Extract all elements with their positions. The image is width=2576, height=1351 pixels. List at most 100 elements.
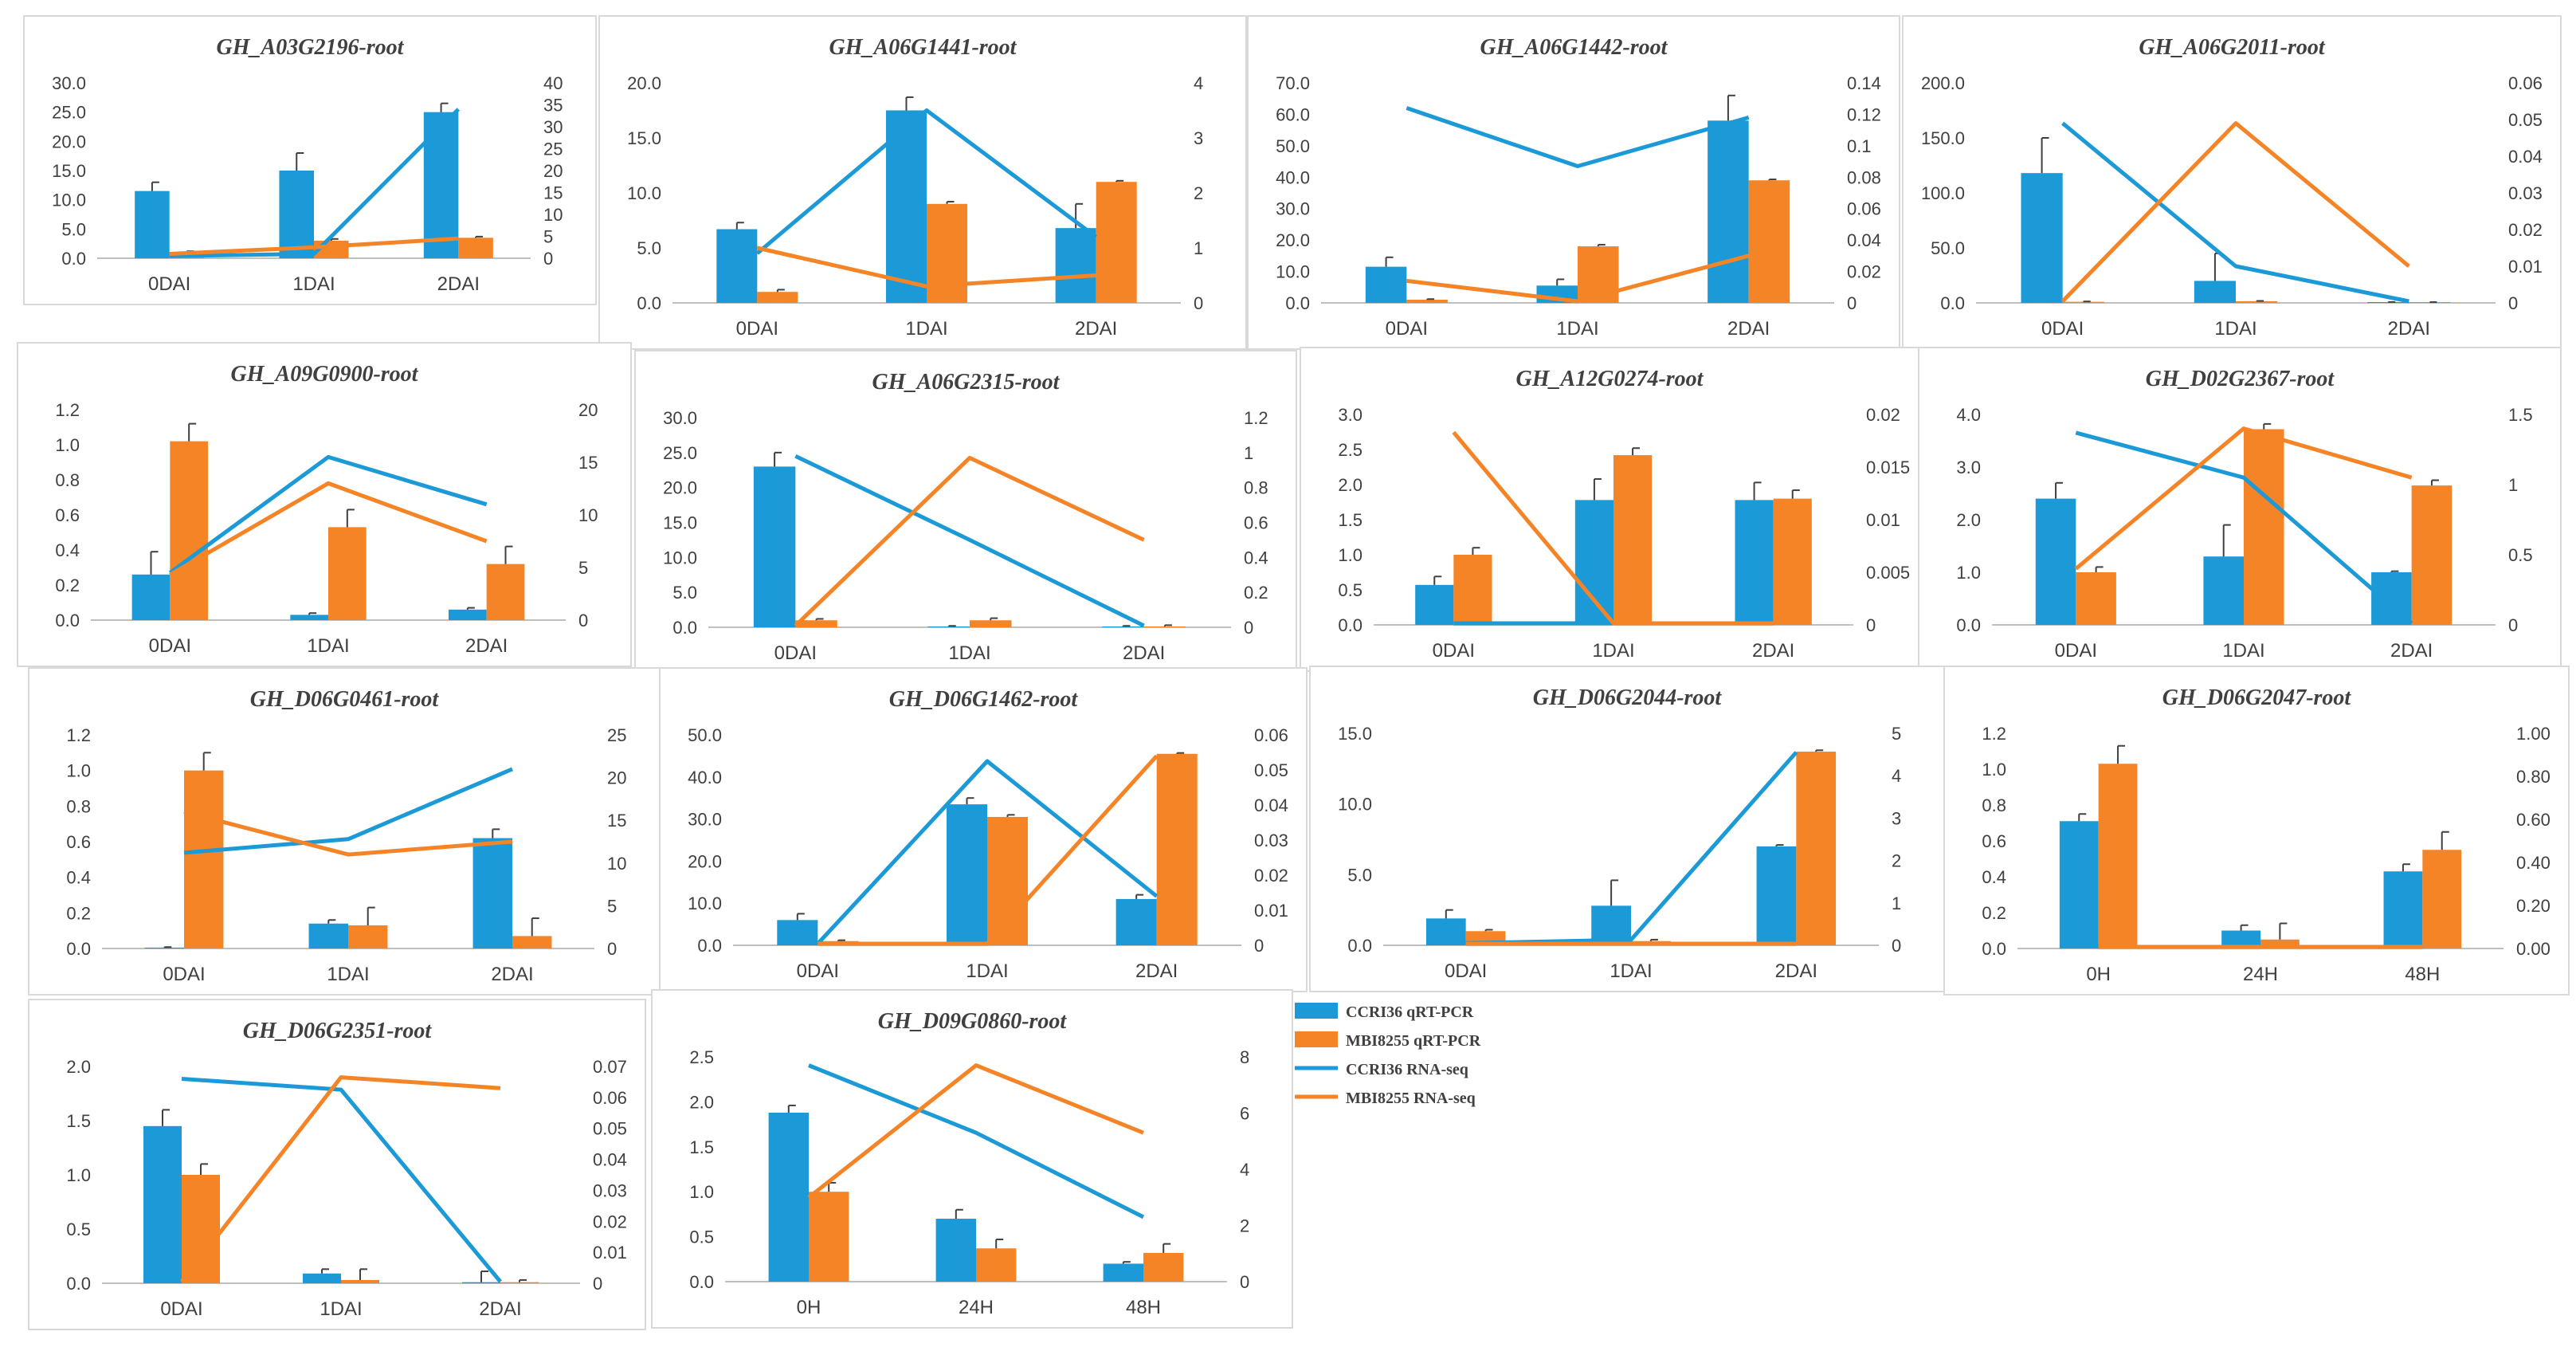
bar-mbi8255-qrtpcr [1143,1252,1184,1282]
bar-mbi8255-qrtpcr [341,1279,379,1283]
y-tick-label: 10.0 [1276,262,1310,282]
bar-ccri36-qrtpcr [2203,556,2244,625]
chart-panel: GH_D06G2047-root 0.0 0.2 0.4 0.6 0.8 1.0 1.2 0.0… [1943,666,2570,996]
chart-title: GH_D06G2044-root [1533,685,1723,710]
y2-tick-label: 10 [607,854,626,874]
y-tick-label: 2.0 [66,1057,91,1077]
y2-tick-label: 5 [578,558,588,578]
y-tick-label: 1.0 [1338,545,1362,565]
y2-tick-label: 8 [1240,1047,1249,1067]
line-ccri36-rnaseq [794,454,1145,628]
y2-tick-label: 0.06 [593,1088,627,1108]
y-tick-label: 0.8 [55,470,80,490]
line-mbi8255-rnaseq [169,481,488,577]
line-mbi8255-rnaseq [794,455,1145,627]
line-mbi8255-rnaseq [817,754,1159,946]
y-tick-label: 10.0 [663,548,697,567]
x-tick-label: 2DAI [437,273,480,295]
y2-tick-label: 0 [2508,615,2518,635]
y-tick-label: 15.0 [1338,724,1372,744]
bar-mbi8255-qrtpcr [2411,485,2452,625]
y2-tick-label: 0 [593,1274,602,1294]
chart-panel: GH_D09G0860-root 0.0 0.5 1.0 1.5 2.0 2.5 0 2 4 6 8 0… [651,989,1293,1329]
chart-panel: GH_A06G2315-root 0.0 5.0 10.0 15.0 20.0 25.0 30… [634,350,1297,674]
x-tick-label: 0DAI [148,273,190,295]
y2-tick-label: 25 [543,139,563,159]
line-mbi8255-rnaseq [807,1063,1144,1200]
y-tick-label: 5.0 [61,219,86,239]
y-tick-label: 0.0 [1285,293,1310,313]
y2-tick-label: 0.4 [1244,548,1268,567]
x-tick-label: 0H [797,1297,821,1318]
bar-ccri36-qrtpcr [423,112,459,258]
y2-tick-label: 15 [543,183,563,203]
bar-ccri36-qrtpcr [303,1273,341,1283]
y2-tick-label: 1.00 [2516,724,2551,744]
y-tick-label: 10.0 [52,190,86,210]
y2-tick-label: 1.5 [2508,405,2533,425]
line-ccri36-rnaseq [2075,430,2413,625]
bar-ccri36-qrtpcr [279,171,314,258]
chart-title: GH_D06G2351-root [243,1019,433,1043]
bar-ccri36-qrtpcr [462,1282,500,1283]
chart-title: GH_A06G2315-root [872,370,1061,395]
bar-ccri36-qrtpcr [927,626,970,627]
y-tick-label: 0.4 [1982,867,2006,887]
bar-mbi8255-qrtpcr [2409,302,2451,303]
y-tick-label: 1.2 [1982,724,2006,744]
bar-mbi8255-qrtpcr [170,441,209,620]
x-tick-label: 2DAI [465,635,508,657]
y-tick-label: 60.0 [1276,104,1310,124]
y-tick-label: 5.0 [637,238,661,258]
y-tick-label: 0.5 [689,1227,714,1247]
legend: CCRI36 qRT-PCR MBI8255 qRT-PCR CCRI36 RNA-… [1295,1003,1481,1107]
chart-title: GH_A12G0274-root [1516,367,1704,391]
x-tick-label: 0H [2086,964,2111,985]
chart-title: GH_A03G2196-root [217,35,405,60]
y2-tick-label: 35 [543,96,563,116]
bar-ccri36-qrtpcr [1708,120,1749,303]
line-ccri36-rnaseq [2061,121,2409,304]
chart-panel: GH_A06G2011-root0.050.0100.0150.0200.000… [1902,15,2562,350]
y2-tick-label: 0 [1244,618,1253,638]
y-tick-label: 0.6 [1982,831,2006,851]
legend-swatch [1295,1031,1338,1047]
x-tick-label: 0DAI [1386,318,1428,340]
bar-mbi8255-qrtpcr [500,1282,539,1283]
y2-tick-label: 0.04 [1254,795,1288,815]
bar-mbi8255-qrtpcr [1748,180,1790,303]
chart-panel: GH_D06G0461-root 0.0 0.2 0.4 0.6 0.8 1.0 1.2 0 5 1… [28,667,661,996]
y-tick-label: 1.5 [689,1137,714,1157]
x-tick-label: 1DAI [327,964,369,985]
y2-tick-label: 5 [607,896,617,916]
y-tick-label: 0.2 [66,903,91,923]
y-tick-label: 1.0 [1956,563,1981,583]
bar-ccri36-qrtpcr [1365,266,1407,303]
y-tick-label: 20.0 [52,132,86,151]
bar-mbi8255-qrtpcr [1156,753,1198,945]
y2-tick-label: 25 [607,725,626,745]
y-tick-label: 0.0 [61,249,86,269]
y2-tick-label: 30 [543,117,563,137]
x-tick-label: 0DAI [1445,960,1487,982]
y-tick-label: 0.0 [66,1274,91,1294]
y2-tick-label: 0.80 [2516,767,2551,787]
y-tick-label: 1.0 [66,1165,91,1185]
y-tick-label: 0.8 [66,796,91,816]
bar-ccri36-qrtpcr [1055,228,1096,303]
bar-ccri36-qrtpcr [885,110,927,303]
x-tick-label: 1DAI [2214,318,2256,340]
y-tick-label: 0.0 [1956,615,1981,635]
bar-mbi8255-qrtpcr [182,1175,220,1283]
y2-tick-label: 0 [607,939,617,959]
bar-ccri36-qrtpcr [1103,1263,1143,1282]
y2-tick-label: 0.02 [1866,405,1900,425]
y-tick-label: 40.0 [1276,167,1310,187]
y-tick-label: 2.5 [689,1047,714,1067]
y2-tick-label: 1 [2508,475,2518,495]
y2-tick-label: 20 [543,161,563,181]
bar-ccri36-qrtpcr [946,804,987,945]
y-tick-label: 2.0 [689,1092,714,1112]
line-mbi8255-rnaseq [1452,430,1774,626]
x-tick-label: 2DAI [479,1298,521,1320]
